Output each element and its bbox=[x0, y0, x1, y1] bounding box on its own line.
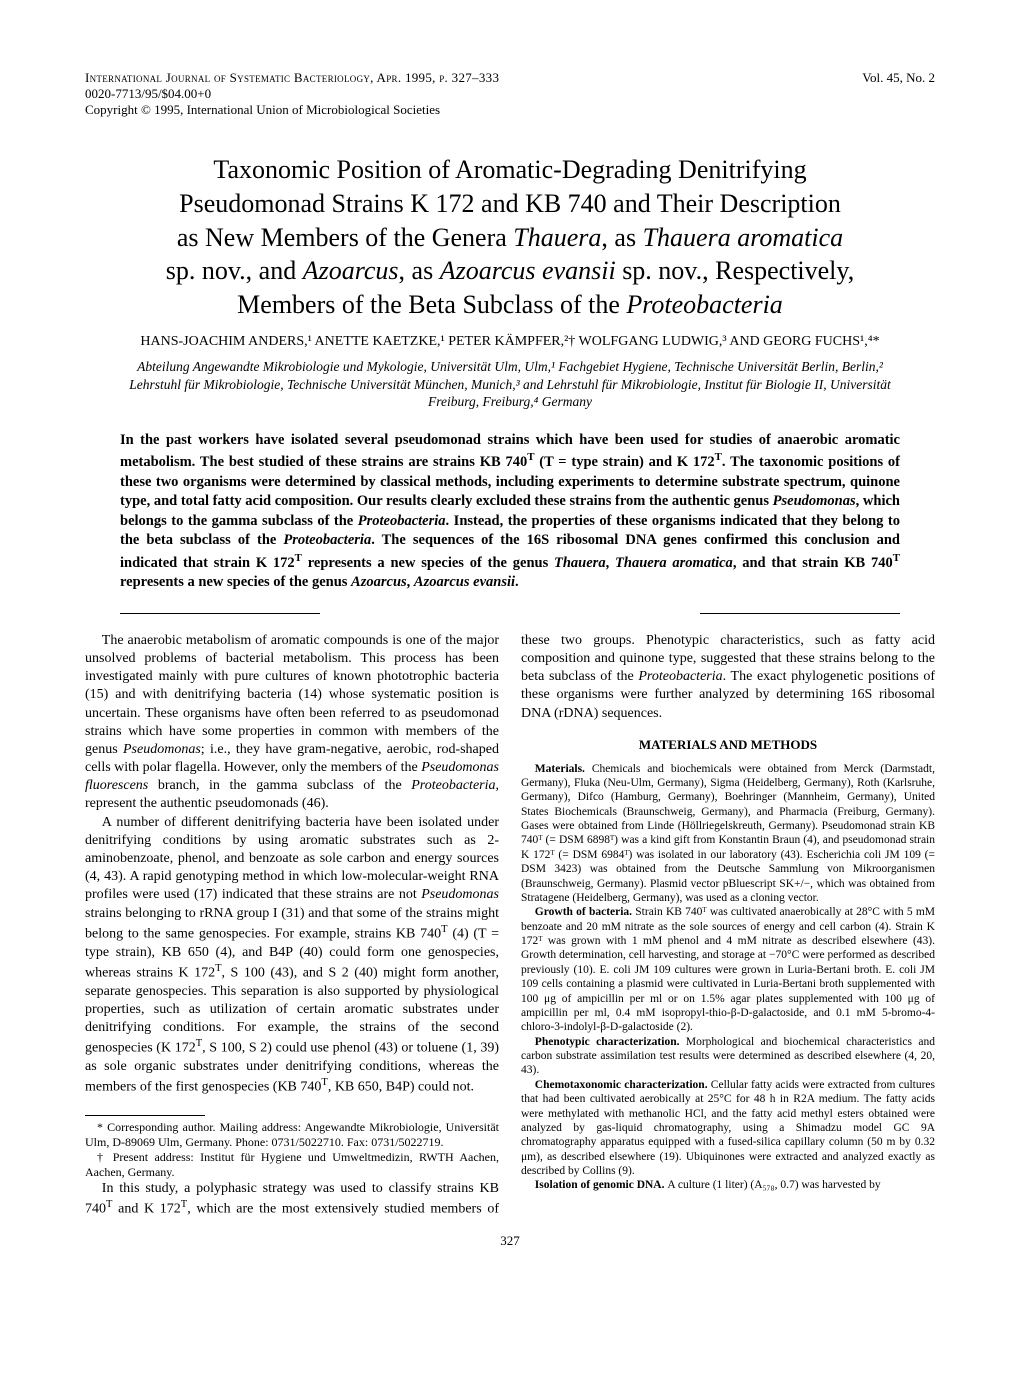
methods-paragraph: Phenotypic characterization. Morphologic… bbox=[521, 1035, 935, 1078]
footnote-corresponding: * Corresponding author. Mailing address:… bbox=[85, 1120, 499, 1150]
journal-line: International Journal of Systematic Bact… bbox=[85, 70, 499, 86]
footnote-rule bbox=[85, 1115, 205, 1116]
header-right: Vol. 45, No. 2 bbox=[862, 70, 935, 118]
copyright-line: Copyright © 1995, International Union of… bbox=[85, 102, 499, 118]
section-heading-materials-methods: MATERIALS AND METHODS bbox=[521, 737, 935, 754]
body-columns: The anaerobic metabolism of aromatic com… bbox=[85, 632, 935, 1219]
body-paragraph: The anaerobic metabolism of aromatic com… bbox=[85, 632, 499, 814]
methods-paragraph: Growth of bacteria. Strain KB 740ᵀ was c… bbox=[521, 905, 935, 1034]
body-paragraph: A number of different denitrifying bacte… bbox=[85, 814, 499, 1097]
article-title: Taxonomic Position of Aromatic-Degrading… bbox=[110, 153, 910, 322]
methods-paragraph: Materials. Chemicals and biochemicals we… bbox=[521, 762, 935, 906]
volume-issue: Vol. 45, No. 2 bbox=[862, 70, 935, 85]
page-number: 327 bbox=[85, 1233, 935, 1249]
footnotes: * Corresponding author. Mailing address:… bbox=[85, 1120, 499, 1180]
divider-pair bbox=[120, 603, 900, 616]
abstract: In the past workers have isolated severa… bbox=[120, 431, 900, 593]
page-header: International Journal of Systematic Bact… bbox=[85, 70, 935, 118]
header-left: International Journal of Systematic Bact… bbox=[85, 70, 499, 118]
methods-paragraph: Isolation of genomic DNA. A culture (1 l… bbox=[521, 1178, 935, 1192]
footnote-present-address: † Present address: Institut für Hygiene … bbox=[85, 1150, 499, 1180]
issn-line: 0020-7713/95/$04.00+0 bbox=[85, 86, 499, 102]
affiliations: Abteilung Angewandte Mikrobiologie und M… bbox=[120, 358, 900, 411]
methods-paragraph: Chemotaxonomic characterization. Cellula… bbox=[521, 1078, 935, 1179]
authors: HANS-JOACHIM ANDERS,¹ ANETTE KAETZKE,¹ P… bbox=[85, 334, 935, 350]
